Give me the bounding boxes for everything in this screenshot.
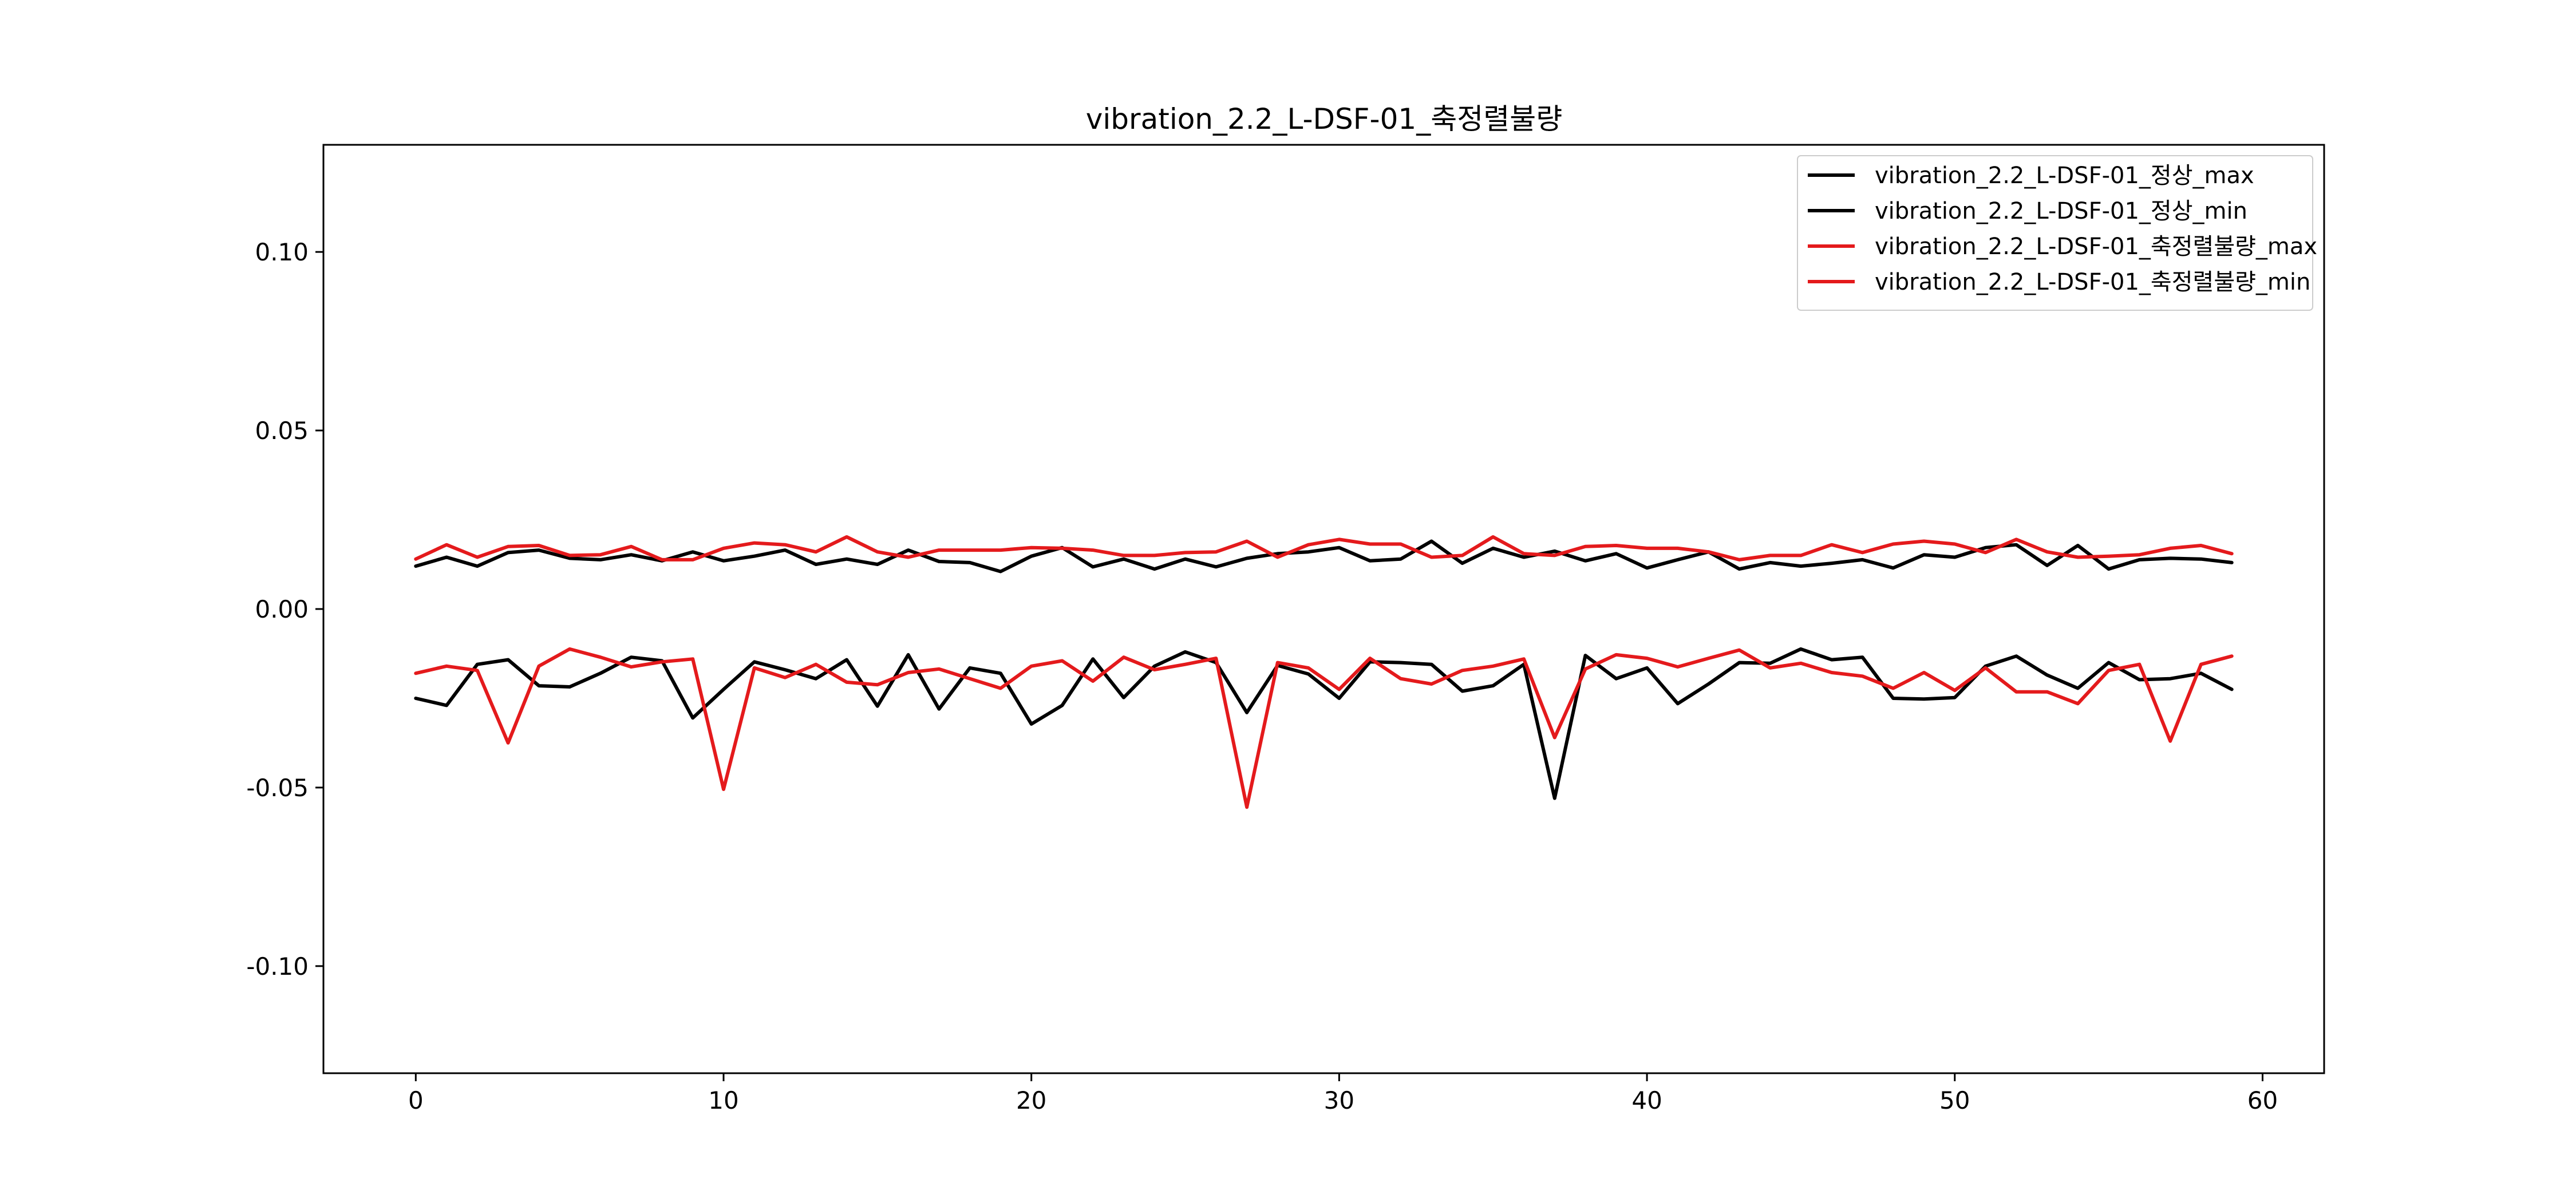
legend-label-0: vibration_2.2_L-DSF-01_정상_max (1875, 163, 2254, 189)
y-tick-label: 0.05 (255, 417, 309, 445)
legend-label-2: vibration_2.2_L-DSF-01_축정렬불량_max (1875, 234, 2317, 260)
x-tick-label: 50 (1939, 1086, 1970, 1114)
y-tick-label: -0.10 (246, 952, 309, 980)
x-tick-label: 30 (1324, 1086, 1354, 1114)
x-tick-label: 20 (1016, 1086, 1046, 1114)
y-axis: -0.10 -0.05 0.00 0.05 0.10 (246, 238, 323, 980)
series-line-2 (414, 535, 2234, 562)
series-line-3 (414, 647, 2234, 809)
y-tick-label: 0.00 (255, 595, 309, 623)
y-tick-label: 0.10 (255, 238, 309, 266)
series-line-1 (414, 647, 2234, 800)
x-tick-label: 10 (708, 1086, 738, 1114)
series-lines (414, 535, 2234, 809)
legend-box (1797, 155, 2313, 311)
chart-title: vibration_2.2_L-DSF-01_축정렬불량 (1086, 102, 1562, 136)
x-tick-label: 0 (408, 1086, 424, 1114)
legend: vibration_2.2_L-DSF-01_정상_max vibration_2… (1797, 155, 2317, 311)
legend-label-3: vibration_2.2_L-DSF-01_축정렬불량_min (1875, 269, 2310, 295)
x-tick-label: 60 (2247, 1086, 2278, 1114)
y-tick-label: -0.05 (246, 774, 309, 802)
x-axis: 0 10 20 30 40 50 60 (408, 1073, 2278, 1114)
x-tick-label: 40 (1631, 1086, 1662, 1114)
series-line-0 (414, 539, 2234, 574)
legend-label-1: vibration_2.2_L-DSF-01_정상_min (1875, 198, 2247, 224)
